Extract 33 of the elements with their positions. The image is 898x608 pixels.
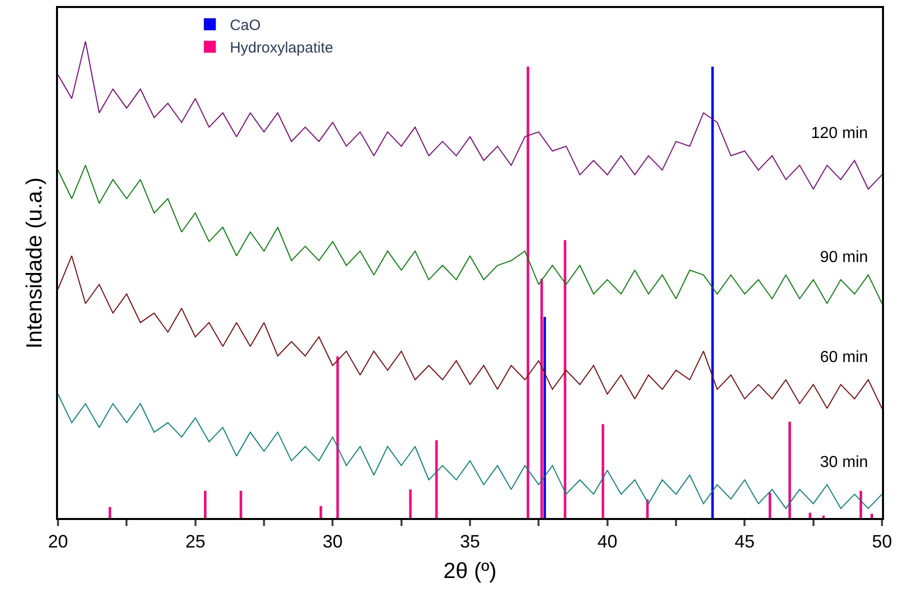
bar — [808, 512, 812, 518]
x-tick-label: 20 — [48, 532, 68, 552]
series-label: 120 min — [811, 125, 868, 142]
legend-label: Hydroxylapatite — [230, 40, 334, 57]
bar — [409, 489, 412, 518]
bar — [240, 490, 242, 518]
x-tick-label: 40 — [597, 532, 618, 552]
bar — [870, 514, 874, 518]
x-tick-label: 25 — [185, 532, 206, 552]
bar — [711, 66, 714, 518]
bar — [768, 492, 772, 518]
bar — [788, 422, 791, 518]
series-label: 60 min — [820, 349, 868, 366]
series-label: 30 min — [820, 454, 868, 471]
x-tick-label: 45 — [734, 532, 755, 552]
bar — [860, 490, 862, 518]
bar — [564, 240, 566, 518]
series-label: 90 min — [820, 249, 868, 266]
x-axis-title: 2θ (º) — [443, 558, 497, 583]
legend-label: CaO — [230, 17, 261, 34]
bar — [526, 66, 530, 518]
bar — [646, 499, 649, 518]
bar — [540, 278, 543, 518]
bar — [543, 316, 546, 518]
x-tick-label: 50 — [872, 532, 892, 552]
y-axis-title: Intensidade (u.a.) — [21, 177, 46, 349]
bar — [602, 424, 604, 518]
bar — [320, 506, 322, 518]
bar — [336, 356, 339, 518]
x-tick-label: 30 — [322, 532, 343, 552]
bar — [204, 490, 206, 518]
x-tick-label: 35 — [460, 532, 480, 552]
bar — [108, 507, 112, 518]
